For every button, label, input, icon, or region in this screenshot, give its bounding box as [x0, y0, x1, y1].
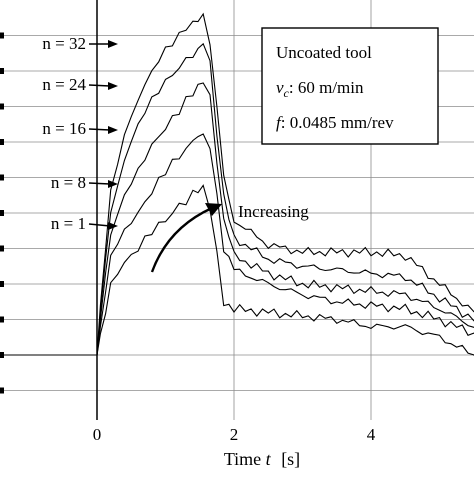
- series-label-arrowhead: [108, 82, 118, 90]
- series-label-arrowhead: [108, 40, 118, 48]
- x-tick-label: 2: [230, 425, 239, 444]
- series-line: [0, 12, 474, 356]
- feed-var: f: [276, 113, 283, 132]
- series-label: n = 8: [51, 173, 86, 192]
- info-line-tool: Uncoated tool: [276, 43, 372, 62]
- info-box-frame: [261, 27, 439, 145]
- y-tick-mark: [0, 174, 4, 181]
- y-tick-mark: [0, 245, 4, 252]
- series-label-arrow: [88, 182, 111, 185]
- y-tick-mark: [0, 68, 4, 74]
- info-line-speed: vc: 60 m/min: [276, 78, 364, 100]
- series-label: n = 16: [42, 119, 86, 138]
- x-tick-label: 0: [93, 425, 102, 444]
- feed-value: : 0.0485 mm/rev: [281, 113, 394, 132]
- x-axis-label-prefix: Time: [224, 449, 266, 469]
- series-line: [0, 184, 474, 356]
- increasing-annotation: Increasing: [150, 202, 309, 273]
- y-tick-mark: [0, 281, 4, 287]
- y-tick-mark: [0, 139, 4, 145]
- increasing-arrow: [150, 206, 213, 273]
- y-tick-mark: [0, 32, 4, 39]
- y-tick-mark: [0, 210, 4, 216]
- increasing-label: Increasing: [238, 202, 309, 221]
- y-tick-mark: [0, 103, 4, 110]
- series-labels: n = 1 n = 8 n = 16 n = 24 n = 32: [42, 34, 118, 233]
- series-label: n = 24: [42, 75, 86, 94]
- series-label-arrow: [88, 128, 111, 131]
- series-line: [0, 82, 474, 356]
- speed-sub: c: [284, 86, 290, 100]
- increasing-arrow-head: [205, 203, 222, 216]
- series-label-arrow: [88, 84, 111, 87]
- speed-var: v: [276, 78, 284, 97]
- x-axis-label: Time t [s]: [224, 449, 300, 469]
- series-label: n = 32: [42, 34, 86, 53]
- y-tick-mark: [0, 387, 4, 394]
- speed-value: : 60 m/min: [289, 78, 364, 97]
- series-line: [0, 42, 474, 356]
- series-label-arrowhead: [108, 222, 118, 230]
- series-label-arrowhead: [108, 180, 118, 188]
- series-line: [0, 133, 474, 356]
- x-axis-label-var: t: [266, 449, 272, 469]
- x-tick-labels: 0246810: [93, 425, 376, 444]
- info-line-feed: f: 0.0485 mm/rev: [276, 113, 394, 132]
- y-tick-mark: [0, 316, 4, 323]
- x-axis-label-unit: [s]: [281, 449, 300, 469]
- series-group: [0, 12, 474, 356]
- x-tick-label: 4: [367, 425, 376, 444]
- series-label-arrow: [88, 223, 111, 227]
- series-label-arrowhead: [108, 126, 118, 134]
- series-label: n = 1: [51, 214, 86, 233]
- info-box: Uncoated tool vc: 60 m/min f: 0.0485 mm/…: [261, 27, 439, 145]
